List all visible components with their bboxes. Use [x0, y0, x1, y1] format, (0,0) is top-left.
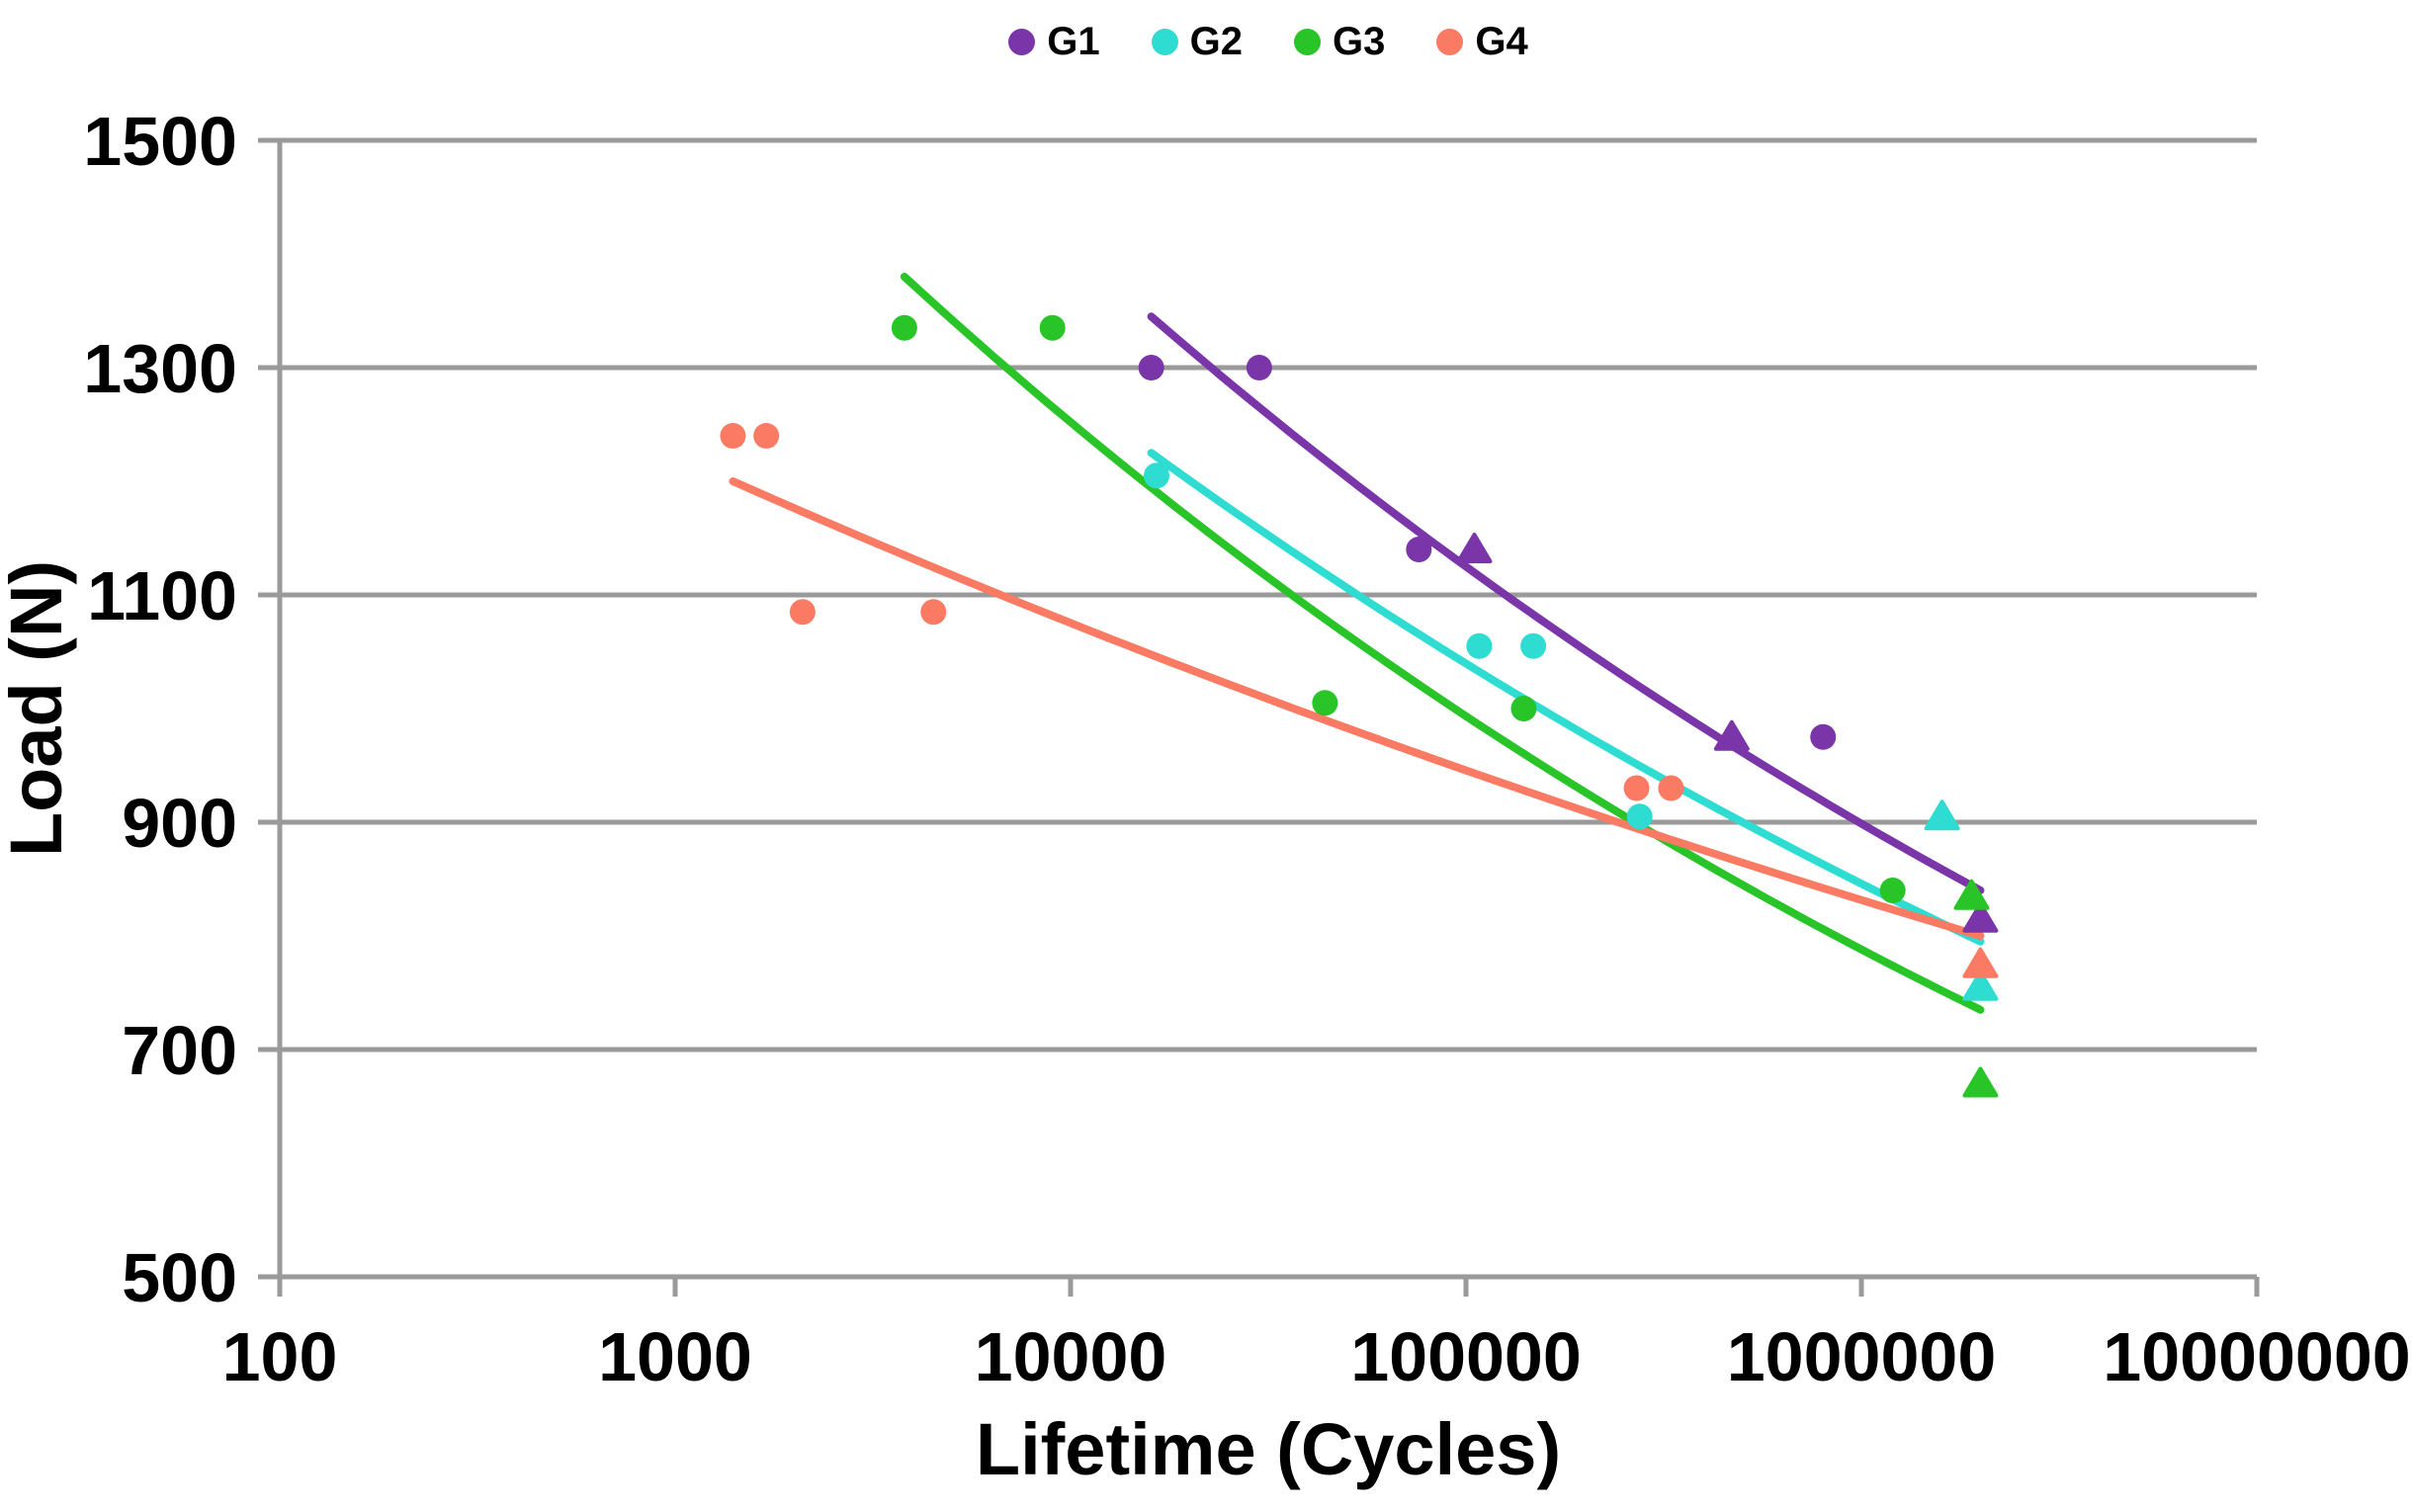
point-circle-g2 — [1466, 632, 1493, 659]
y-tick-label-1100: 1100 — [87, 557, 237, 634]
point-circle-g2 — [1143, 462, 1169, 489]
trendlines — [729, 273, 1985, 1014]
trendline-g2 — [1147, 449, 1985, 946]
point-circle-g3 — [891, 314, 917, 341]
point-circle-g2 — [1626, 803, 1653, 830]
legend-item-g2: G2 — [1151, 20, 1243, 63]
y-tick-label-500: 500 — [122, 1239, 237, 1316]
legend-label-g4: G4 — [1475, 20, 1528, 63]
x-tick-label-10000000: 10000000 — [2103, 1318, 2410, 1395]
legend-marker-g2-icon — [1151, 28, 1178, 55]
y-tick-label-1300: 1300 — [83, 330, 237, 407]
point-circle-g3 — [1510, 696, 1537, 721]
x-tick-labels: 100 1000 10000 100000 1000000 10000000 — [222, 1318, 2411, 1395]
x-tick-label-100: 100 — [222, 1318, 338, 1395]
y-tick-label-900: 900 — [122, 785, 237, 862]
trendline-g3 — [900, 273, 1985, 1014]
point-circle-g2 — [1520, 632, 1547, 659]
point-triangle-g3 — [1962, 1066, 1999, 1098]
y-tick-label-1500: 1500 — [83, 103, 237, 180]
axes — [258, 137, 2260, 1297]
point-circle-g4 — [920, 599, 947, 626]
y-tick-label-700: 700 — [122, 1012, 237, 1089]
legend-item-g1: G1 — [1008, 20, 1100, 63]
legend-marker-g4-icon — [1436, 28, 1464, 55]
point-circle-g4 — [753, 423, 780, 449]
point-circle-g3 — [1879, 878, 1906, 903]
legend-label-g3: G3 — [1333, 20, 1386, 63]
x-tick-label-1000: 1000 — [598, 1318, 752, 1395]
trendline-g4 — [729, 477, 1985, 940]
legend-marker-g1-icon — [1008, 28, 1036, 55]
point-triangle-g2 — [1924, 799, 1960, 831]
point-circle-g4 — [1658, 775, 1684, 801]
point-triangle-g4 — [1962, 947, 1999, 978]
point-circle-g1 — [1138, 355, 1164, 380]
legend-item-g3: G3 — [1294, 22, 1385, 61]
x-tick-label-10000: 10000 — [975, 1318, 1167, 1395]
point-circle-g4 — [720, 423, 746, 449]
point-circle-g1 — [1810, 723, 1837, 750]
point-triangle-g2 — [1962, 969, 1999, 1001]
point-circle-g1 — [1406, 537, 1432, 562]
point-triangle-g1 — [1456, 533, 1493, 563]
point-triangle-g1 — [1962, 901, 1999, 933]
point-circle-g1 — [1246, 355, 1272, 380]
x-tick-label-1000000: 1000000 — [1727, 1318, 1997, 1395]
trendline-g1 — [1147, 312, 1985, 894]
gridlines — [280, 137, 2257, 1052]
point-circle-g4 — [1623, 775, 1650, 801]
y-axis-title: Load (N) — [0, 560, 77, 857]
x-axis-title: Lifetime (Cycles) — [976, 1408, 1561, 1490]
point-triangle-g1 — [1713, 719, 1750, 751]
point-circle-g3 — [1312, 690, 1338, 716]
y-tick-labels: 1500 1300 1100 900 700 500 — [83, 103, 237, 1316]
point-circle-g3 — [1039, 314, 1066, 341]
point-triangle-g3 — [1953, 879, 1990, 910]
legend-label-g2: G2 — [1189, 20, 1243, 63]
x-tick-label-100000: 100000 — [1350, 1318, 1582, 1395]
legend-label-g1: G1 — [1047, 20, 1100, 63]
legend: G1 G2 G3 G4 — [280, 10, 2257, 73]
legend-marker-g3-icon — [1294, 28, 1321, 55]
point-circle-g4 — [789, 599, 816, 626]
markers — [720, 314, 1999, 1098]
legend-item-g4: G4 — [1436, 20, 1528, 63]
